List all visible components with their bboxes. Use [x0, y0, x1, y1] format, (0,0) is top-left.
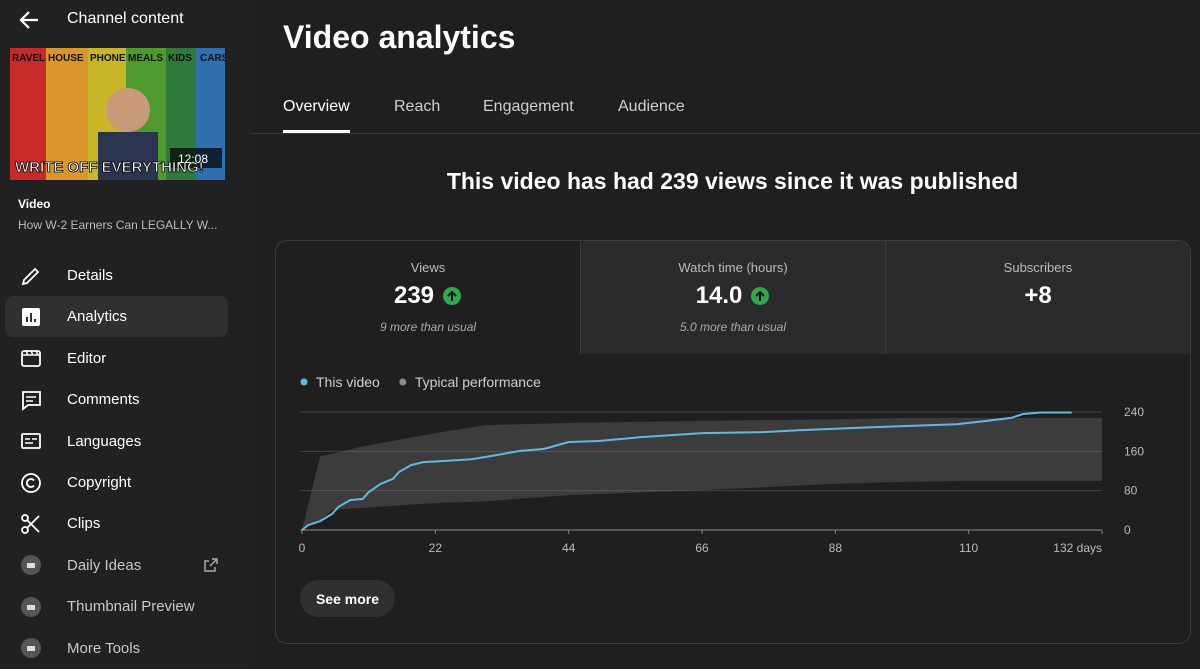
metric-note: 9 more than usual	[379, 320, 477, 334]
metric-watch-time[interactable]: Watch time (hours) 14.0 5.0 more than us…	[581, 241, 885, 354]
up-icon	[751, 287, 770, 305]
page-title: Video analytics	[283, 19, 516, 55]
metric-value: 14.0	[695, 282, 743, 309]
nav-item[interactable]: Daily Ideas	[5, 545, 228, 586]
metric-value: 239	[393, 282, 435, 309]
tab-indicator	[283, 130, 350, 133]
metric-views[interactable]: Views 239 9 more than usual	[276, 241, 580, 354]
sidebar-title: Channel content	[67, 10, 184, 27]
nav-item[interactable]: Details	[5, 255, 228, 296]
thumbnail-label: KIDS	[168, 53, 192, 64]
metric-value: +8	[1024, 282, 1052, 309]
nav-item[interactable]: Languages	[5, 421, 228, 462]
nav-icon	[22, 307, 40, 326]
nav-item[interactable]: Analytics	[5, 296, 228, 338]
thumbnail-label: PHONE	[90, 53, 126, 64]
tab[interactable]: Audience	[618, 98, 685, 115]
nav-item[interactable]: Clips	[5, 503, 228, 544]
nav-icon	[21, 638, 41, 659]
nav-label: Copyright	[67, 474, 132, 491]
tab[interactable]: Overview	[283, 98, 350, 115]
back-button[interactable]	[18, 9, 42, 31]
metric-label: Subscribers	[1003, 260, 1073, 275]
nav-item[interactable]: Thumbnail Preview	[5, 586, 228, 627]
thumbnail-duration: 12:08	[178, 152, 208, 166]
tab-divider	[250, 133, 1200, 134]
nav-label: Details	[67, 267, 113, 284]
nav-item[interactable]: Comments	[5, 379, 228, 420]
video-label: Video	[18, 197, 51, 211]
nav-label: Analytics	[67, 308, 128, 326]
nav-icon	[21, 596, 41, 617]
nav-label: Thumbnail Preview	[67, 598, 195, 616]
thumbnail-label: CARS	[200, 53, 225, 64]
nav-label: Comments	[67, 391, 140, 409]
metric-note: 5.0 more than usual	[679, 320, 787, 334]
nav-item[interactable]: Copyright	[5, 462, 228, 503]
nav-icon	[21, 513, 40, 534]
nav-icon	[21, 472, 41, 493]
analytics-card	[275, 240, 1191, 644]
nav-label: Daily Ideas	[67, 556, 142, 574]
thumbnail-label: RAVEL	[12, 53, 45, 64]
metric-divider	[885, 241, 886, 354]
tab[interactable]: Reach	[394, 98, 441, 115]
nav-icon	[21, 433, 41, 449]
tab[interactable]: Engagement	[483, 98, 574, 115]
metric-label: Views	[410, 260, 446, 275]
thumbnail-caption: WRITE OFF EVERYTHING!	[15, 159, 204, 176]
headline: This video has had 239 views since it wa…	[446, 168, 1019, 194]
nav-label: Languages	[67, 432, 142, 450]
nav-label: Clips	[67, 515, 101, 533]
thumbnail-label: MEALS	[128, 53, 163, 64]
nav-label: Editor	[67, 349, 107, 367]
see-more-button[interactable]: See more	[300, 580, 395, 617]
nav-item[interactable]: Editor	[5, 338, 228, 379]
nav-icon	[21, 267, 40, 285]
metric-subscribers[interactable]: Subscribers +8	[886, 241, 1190, 354]
video-title: How W-2 Earners Can LEGALLY W...	[18, 218, 218, 232]
up-icon	[443, 287, 462, 305]
thumbnail-label: HOUSE	[48, 53, 84, 64]
nav-icon	[21, 350, 41, 368]
metric-label: Watch time (hours)	[678, 260, 788, 275]
nav-icon	[22, 390, 41, 411]
external-link-icon	[204, 558, 218, 573]
nav-label: More Tools	[67, 639, 141, 657]
nav-icon	[21, 555, 41, 576]
nav-item[interactable]: More Tools	[5, 628, 228, 669]
